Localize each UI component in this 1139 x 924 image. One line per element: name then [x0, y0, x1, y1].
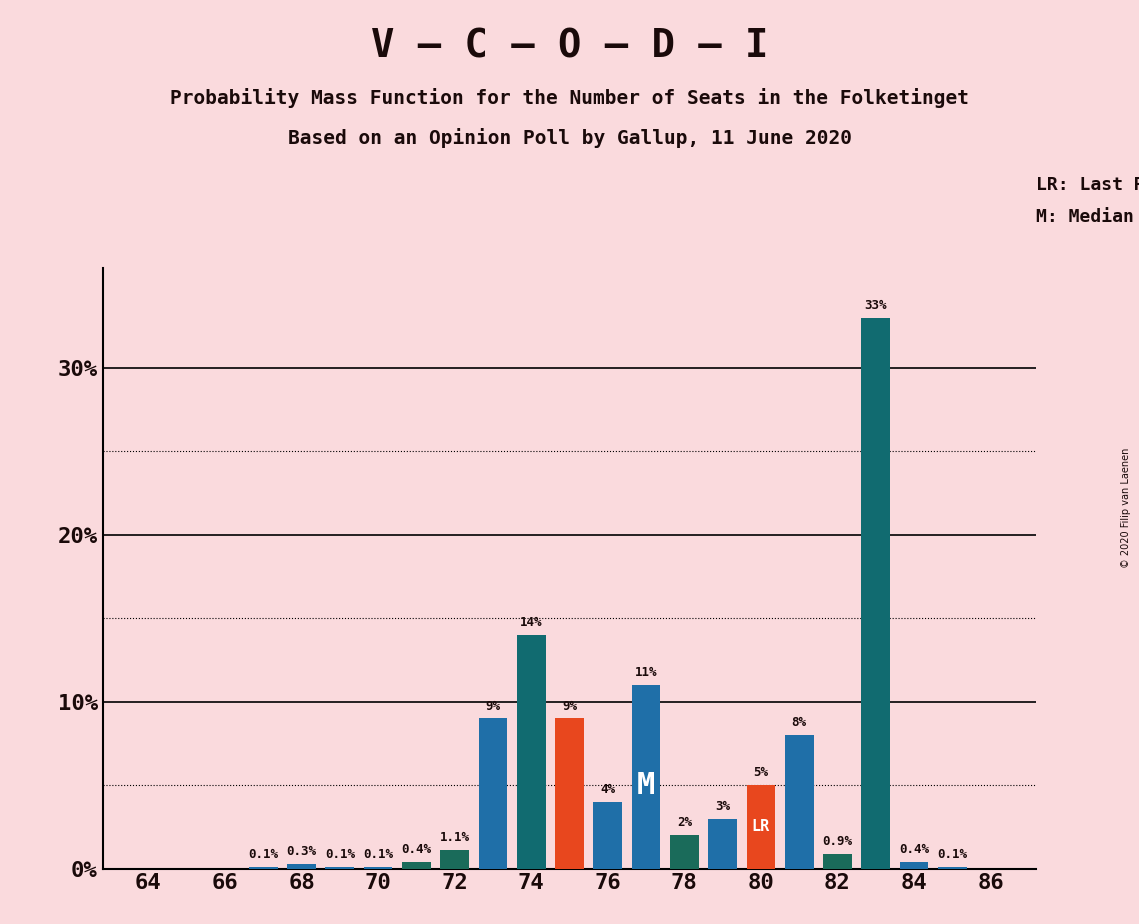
Text: LR: LR — [752, 820, 770, 834]
Text: 1.1%: 1.1% — [440, 832, 469, 845]
Bar — [900, 862, 928, 869]
Text: 0.4%: 0.4% — [899, 843, 929, 856]
Text: 0.1%: 0.1% — [363, 848, 393, 861]
Bar — [746, 785, 776, 869]
Text: 0.9%: 0.9% — [822, 834, 852, 847]
Bar — [785, 736, 813, 869]
Bar — [670, 835, 698, 869]
Text: 9%: 9% — [562, 699, 577, 712]
Text: 3%: 3% — [715, 799, 730, 813]
Bar — [478, 719, 507, 869]
Text: 5%: 5% — [753, 766, 769, 779]
Text: 0.1%: 0.1% — [937, 848, 967, 861]
Text: 0.4%: 0.4% — [401, 843, 432, 856]
Text: 9%: 9% — [485, 699, 500, 712]
Bar — [861, 318, 890, 869]
Text: © 2020 Filip van Laenen: © 2020 Filip van Laenen — [1121, 448, 1131, 568]
Text: 2%: 2% — [677, 817, 691, 830]
Text: 8%: 8% — [792, 716, 806, 729]
Bar — [593, 802, 622, 869]
Bar — [402, 862, 431, 869]
Text: LR: Last Result: LR: Last Result — [1036, 176, 1139, 193]
Bar — [708, 819, 737, 869]
Text: 14%: 14% — [521, 616, 542, 629]
Text: V – C – O – D – I: V – C – O – D – I — [371, 28, 768, 66]
Text: Based on an Opinion Poll by Gallup, 11 June 2020: Based on an Opinion Poll by Gallup, 11 J… — [287, 128, 852, 148]
Text: 0.3%: 0.3% — [287, 845, 317, 857]
Bar — [823, 854, 852, 869]
Text: M: Median: M: Median — [1036, 208, 1134, 225]
Bar — [937, 867, 967, 869]
Bar — [517, 635, 546, 869]
Text: M: M — [637, 771, 655, 799]
Bar — [249, 867, 278, 869]
Bar — [287, 864, 316, 869]
Bar — [441, 850, 469, 869]
Bar — [555, 719, 584, 869]
Text: 0.1%: 0.1% — [248, 848, 278, 861]
Bar — [363, 867, 393, 869]
Text: 33%: 33% — [865, 299, 887, 312]
Bar — [632, 685, 661, 869]
Bar — [326, 867, 354, 869]
Text: 11%: 11% — [634, 666, 657, 679]
Text: Probability Mass Function for the Number of Seats in the Folketinget: Probability Mass Function for the Number… — [170, 88, 969, 108]
Text: 0.1%: 0.1% — [325, 848, 355, 861]
Text: 4%: 4% — [600, 783, 615, 796]
